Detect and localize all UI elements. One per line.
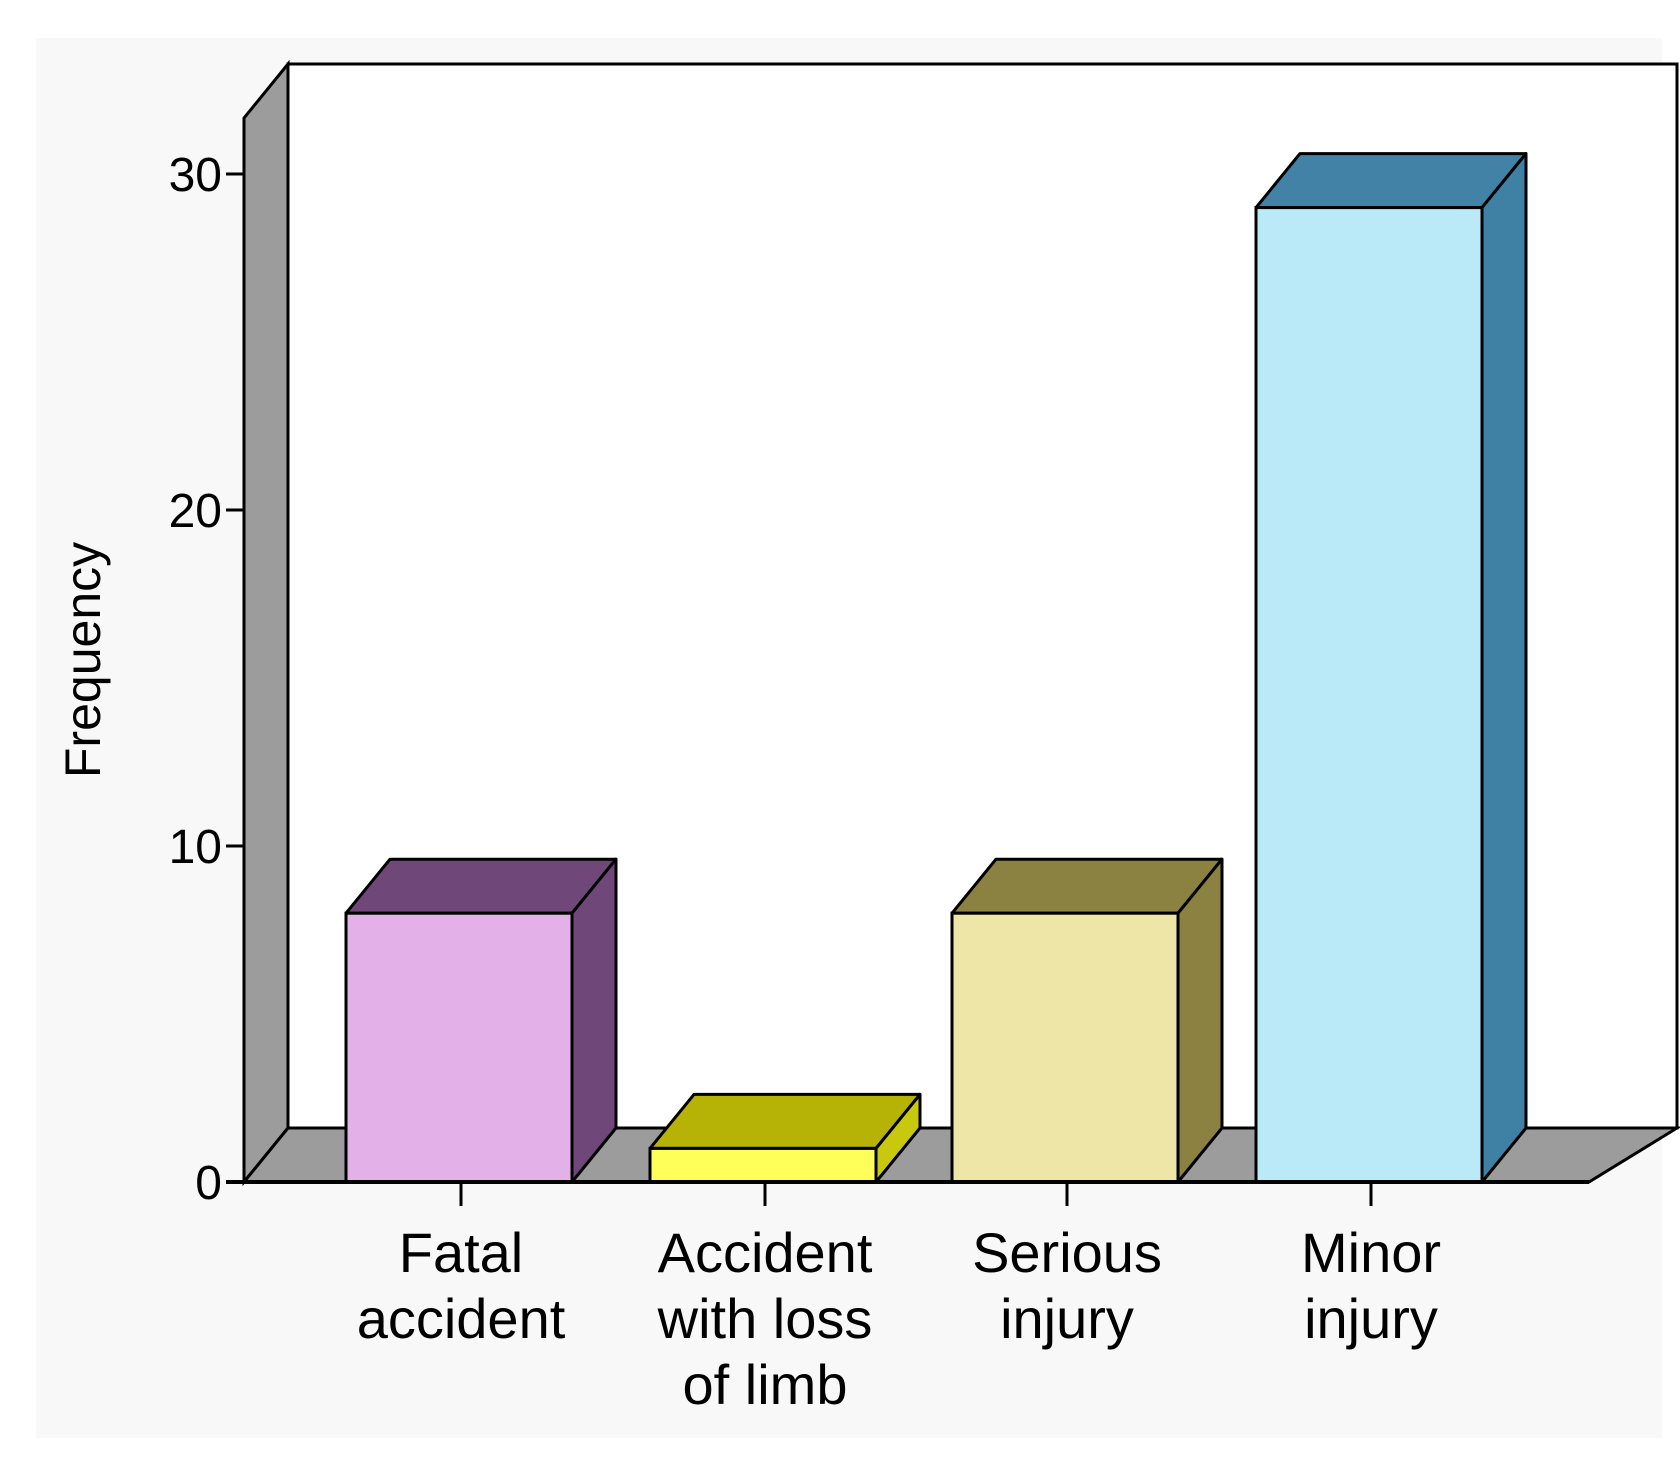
x-tick-label: Accident: [658, 1221, 873, 1284]
x-tick-label: Fatal: [399, 1221, 524, 1284]
x-tick-label: with loss: [657, 1287, 873, 1350]
x-tick-label: injury: [1000, 1287, 1134, 1350]
bar: [344, 857, 618, 1184]
x-tick-label: accident: [357, 1287, 566, 1350]
x-tick-label: Serious: [972, 1221, 1162, 1284]
y-tick-label: 10: [169, 821, 222, 874]
x-tick-label: injury: [1304, 1287, 1438, 1350]
bar: [648, 1092, 922, 1184]
bar: [950, 857, 1224, 1184]
left-wall: [242, 59, 290, 1187]
bar: [1254, 152, 1528, 1184]
y-tick-label: 30: [169, 149, 222, 202]
y-axis-label: Frequency: [55, 542, 111, 778]
x-tick-label: of limb: [683, 1353, 848, 1416]
x-tick-label: Minor: [1301, 1221, 1441, 1284]
y-tick-label: 0: [195, 1157, 222, 1210]
y-tick-label: 20: [169, 485, 222, 538]
